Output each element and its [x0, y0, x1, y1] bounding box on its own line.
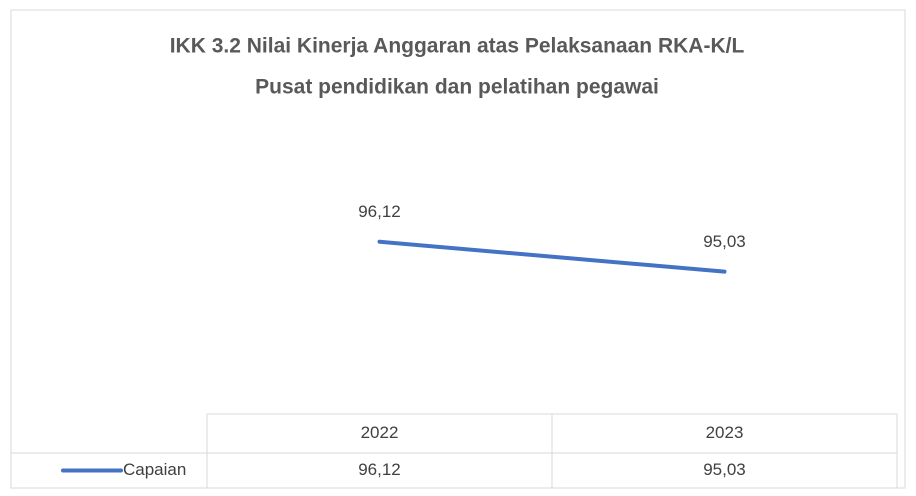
data-label: 95,03 [703, 232, 746, 251]
chart-subtitle: Pusat pendidikan dan pelatihan pegawai [255, 76, 659, 99]
table-value: 96,12 [358, 460, 401, 479]
x-tick-label: 2023 [706, 423, 744, 442]
data-label: 96,12 [358, 202, 401, 221]
table-value: 95,03 [703, 460, 746, 479]
data-line [377, 239, 727, 274]
x-tick-label: 2022 [361, 423, 399, 442]
legend-label: Capaian [123, 460, 186, 479]
chart-title: IKK 3.2 Nilai Kinerja Anggaran atas Pela… [170, 35, 745, 58]
